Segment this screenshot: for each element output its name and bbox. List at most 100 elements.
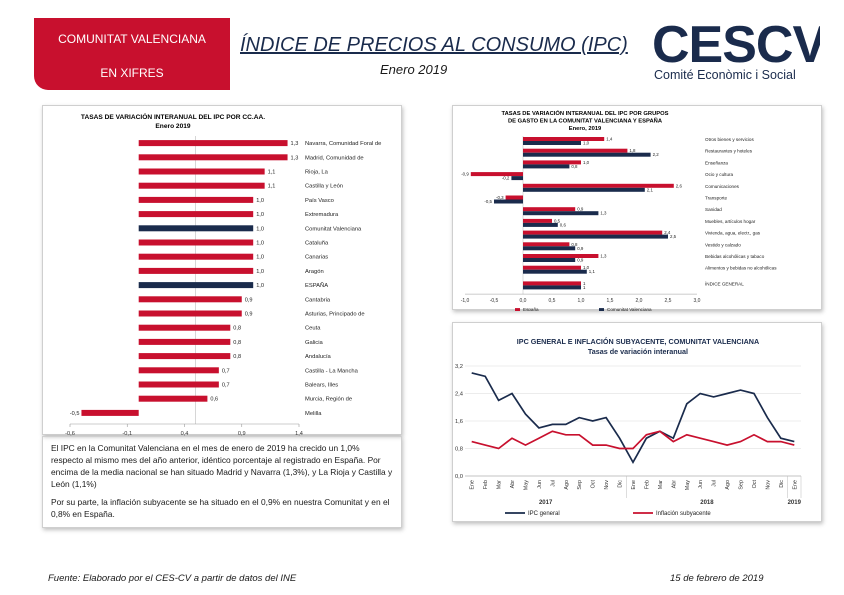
month-label: Ene xyxy=(631,480,637,490)
bar-value-label: 0,7 xyxy=(222,368,230,374)
bar-cv-5 xyxy=(494,199,523,204)
bar-value-label: 0,8 xyxy=(233,340,241,346)
month-label: Jun xyxy=(537,480,543,489)
x-tick-label: -0,6 xyxy=(65,431,75,436)
x-tick-label: -1,0 xyxy=(461,298,470,304)
badge-line-1: COMUNITAT VALENCIANA xyxy=(58,32,206,46)
bar-cv-10 xyxy=(523,258,576,262)
bar-0 xyxy=(138,140,288,147)
y-tick-label: 3,2 xyxy=(455,364,463,370)
bar-15 xyxy=(138,353,231,360)
group-label: Vivienda, agua, electr., gas xyxy=(705,231,761,236)
bar-cv-1 xyxy=(523,152,651,157)
bar-cv-4-label: 2,1 xyxy=(647,187,654,192)
month-label: Mar xyxy=(497,480,503,489)
month-label: Dic xyxy=(618,480,624,488)
page-title: ÍNDICE DE PRECIOS AL CONSUMO (IPC) xyxy=(240,34,628,56)
logo-text: CESCV xyxy=(652,16,820,74)
bar-value-label: 0,6 xyxy=(210,397,218,403)
chart-title-line: Enero, 2019 xyxy=(569,126,602,132)
x-tick-label: 1,4 xyxy=(295,431,303,436)
group-label: Bebidas alcohólicas y tabaco xyxy=(705,254,765,259)
page-subtitle: Enero 2019 xyxy=(380,62,448,77)
bar-cv-10-label: 0,9 xyxy=(577,258,584,263)
month-label: Oct xyxy=(752,480,758,489)
month-label: Ene xyxy=(792,480,798,490)
bar-3 xyxy=(138,182,265,189)
footer-source: Fuente: Elaborado por el CES-CV a partir… xyxy=(48,573,297,584)
group-label: Vestido y calzado xyxy=(705,242,741,247)
bar-value-label: 1,0 xyxy=(256,283,264,289)
bar-espana-12 xyxy=(523,281,581,286)
category-label: Rioja, La xyxy=(305,170,329,176)
series-line-0 xyxy=(471,372,795,465)
bar-17 xyxy=(138,381,219,388)
bar-espana-0 xyxy=(523,137,605,141)
bar-espana-4 xyxy=(523,183,674,188)
month-label: Feb xyxy=(644,480,650,489)
month-label: Feb xyxy=(483,480,489,489)
chart-title-line: DE GASTO EN LA COMUNITAT VALENCIANA Y ES… xyxy=(508,118,663,125)
bar-espana-3-label: -0,9 xyxy=(461,172,469,177)
category-label: Andalucía xyxy=(305,354,332,360)
bar-5 xyxy=(138,211,254,218)
category-label: Aragón xyxy=(305,269,324,275)
bar-cv-8 xyxy=(523,234,668,239)
bar-value-label: 1,0 xyxy=(256,269,264,275)
ipc-line-chart: IPC GENERAL E INFLACIÓN SUBYACENTE, COMU… xyxy=(455,337,802,517)
month-label: Jun xyxy=(698,480,704,489)
y-tick-label: 0,0 xyxy=(455,474,463,480)
chart-title: TASAS DE VARIACIÓN INTERANUAL DEL IPC PO… xyxy=(81,112,265,121)
month-label: Ago xyxy=(725,480,731,490)
x-tick-label: 1,5 xyxy=(607,298,614,304)
x-tick-label: 2,5 xyxy=(665,298,672,304)
bar-value-label: 0,9 xyxy=(245,297,253,303)
groups-chart-panel: TASAS DE VARIACIÓN INTERANUAL DEL IPC PO… xyxy=(452,105,822,312)
bar-espana-9 xyxy=(523,242,570,247)
bar-cv-11-label: 1,1 xyxy=(589,269,596,274)
bar-value-label: 0,8 xyxy=(233,354,241,360)
bar-4 xyxy=(138,196,254,203)
group-label: Muebles, artículos hogar xyxy=(705,219,756,224)
bar-cv-9 xyxy=(523,246,576,251)
year-label: 2019 xyxy=(788,500,802,506)
bar-espana-11-label: 1,0 xyxy=(583,265,590,270)
category-label: Melilla xyxy=(305,411,322,417)
summary-paragraph-2: Por su parte, la inflación subyacente se… xyxy=(51,496,390,519)
category-label: ESPAÑA xyxy=(305,282,328,289)
group-label: Alimentos y bebidas no alcohólicas xyxy=(705,266,777,271)
bar-cv-4 xyxy=(523,187,645,192)
y-tick-label: 2,4 xyxy=(455,392,464,398)
month-label: Ene xyxy=(470,480,476,490)
bar-value-label: -0,5 xyxy=(70,411,80,417)
x-tick-label: -0,1 xyxy=(122,431,132,436)
category-label: Galicia xyxy=(305,340,323,346)
bar-6 xyxy=(138,225,254,232)
bar-espana-5-label: -0,3 xyxy=(496,195,504,200)
y-tick-label: 1,6 xyxy=(455,419,463,425)
bar-cv-5-label: -0,5 xyxy=(484,199,492,204)
groups-bar-chart: TASAS DE VARIACIÓN INTERANUAL DEL IPC PO… xyxy=(461,109,778,312)
ccaa-chart-panel: TASAS DE VARIACIÓN INTERANUAL DEL IPC PO… xyxy=(42,105,402,437)
bar-espana-8-label: 2,4 xyxy=(664,230,671,235)
bar-cv-12-label: 1 xyxy=(583,285,586,290)
category-label: Navarra, Comunidad Foral de xyxy=(305,141,381,147)
bar-value-label: 1,0 xyxy=(256,212,264,218)
bar-cv-0-label: 1,0 xyxy=(583,141,590,146)
bar-cv-9-label: 0,9 xyxy=(577,246,584,251)
category-label: Extremadura xyxy=(305,212,339,218)
footer-date: 15 de febrero de 2019 xyxy=(670,573,764,584)
bar-value-label: 1,3 xyxy=(291,141,299,147)
bar-espana-6 xyxy=(523,207,576,212)
group-label: Enseñanza xyxy=(705,160,728,165)
bar-value-label: 1,3 xyxy=(291,155,299,161)
header-badge: COMUNITAT VALENCIANA EN XIFRES xyxy=(34,18,230,90)
legend-label: IPC general xyxy=(528,511,560,517)
bar-cv-2 xyxy=(523,164,570,169)
bar-espana-4-label: 2,6 xyxy=(676,183,683,188)
bar-7 xyxy=(138,239,254,246)
bar-14 xyxy=(138,338,231,345)
bar-espana-12-label: 1 xyxy=(583,281,586,286)
x-tick-label: 3,0 xyxy=(694,298,701,304)
bar-cv-6 xyxy=(523,211,599,216)
